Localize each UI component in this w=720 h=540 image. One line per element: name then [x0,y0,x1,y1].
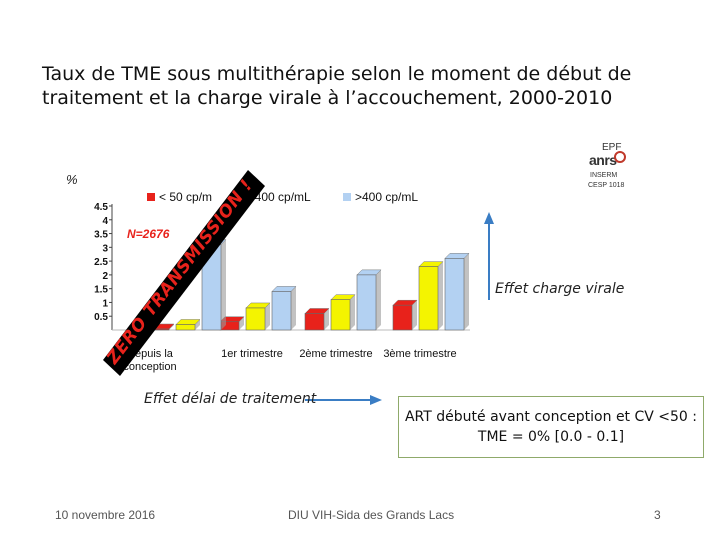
y-tick-label: 4 [102,216,108,227]
art-result-box: ART débuté avant conception et CV <50 : … [398,396,704,458]
legend-label: >400 cp/mL [355,190,418,204]
y-unit-label: % [66,172,78,187]
n-label: N=2676 [127,227,170,241]
bar-side [239,316,244,330]
bar-side [438,261,443,330]
bar [271,291,292,331]
y-tick-label: 4.5 [94,202,108,213]
y-tick-label: 1 [102,298,108,309]
bar-side [464,253,469,330]
bar-side [376,269,381,330]
footer-center: DIU VIH-Sida des Grands Lacs [288,508,455,522]
legend-swatch [147,193,155,201]
bar [304,313,325,331]
bar-side [291,286,296,330]
logo-cesp: CESP 1018 [588,182,625,189]
logo-epf: EPF [602,142,622,153]
legend-label: < 50 cp/m [159,190,212,204]
bar [356,274,377,331]
y-tick-label: 3 [102,243,108,254]
bar-side [324,308,329,330]
legend-swatch [343,193,351,201]
bar-side [412,300,417,330]
charge-arrow-head [484,212,494,224]
y-tick-label: 1.5 [94,285,108,296]
slide-title: Taux de TME sous multithérapie selon le … [42,63,632,109]
effect-charge-label: Effet charge virale [495,281,625,297]
bar [444,258,465,331]
bar-side [195,319,200,330]
zero-banner-strip [103,170,265,376]
art-box-line1: ART débuté avant conception et CV <50 : [404,409,698,425]
y-tick-label: 3.5 [94,230,108,241]
bar [175,324,196,331]
bar-side [265,302,270,330]
logo-anrs: anrs [589,152,617,168]
art-box-line2: TME = 0% [0.0 - 0.1] [477,429,625,445]
x-category-label: 1er trimestre [221,348,283,360]
x-category-label: 2ème trimestre [299,348,372,360]
bar [245,307,266,331]
footer-date: 10 novembre 2016 [55,508,156,522]
x-category-label: conception [123,361,176,373]
effect-delai-label: Effet délai de traitement [144,391,317,407]
bar-side [350,294,355,330]
logo-inserm: INSERM [590,172,618,179]
y-tick-label: 0.5 [94,312,108,323]
anrs-logo: EPF anrs INSERM CESP 1018 [588,142,632,190]
logo-circle-icon [614,151,626,163]
bar [330,299,351,331]
y-tick-label: 2 [102,271,108,282]
legend-label: 0-400 cp/mL [244,190,311,204]
bar [392,304,413,331]
bar-side [221,239,226,330]
y-tick-label: 2.5 [94,257,108,268]
zero-transmission-banner: ZERO TRANSMISSION ! [102,176,257,369]
bar [418,266,439,331]
footer-page-number: 3 [654,508,661,522]
x-category-label: 3ème trimestre [383,348,456,360]
delai-arrow-head [370,395,382,405]
